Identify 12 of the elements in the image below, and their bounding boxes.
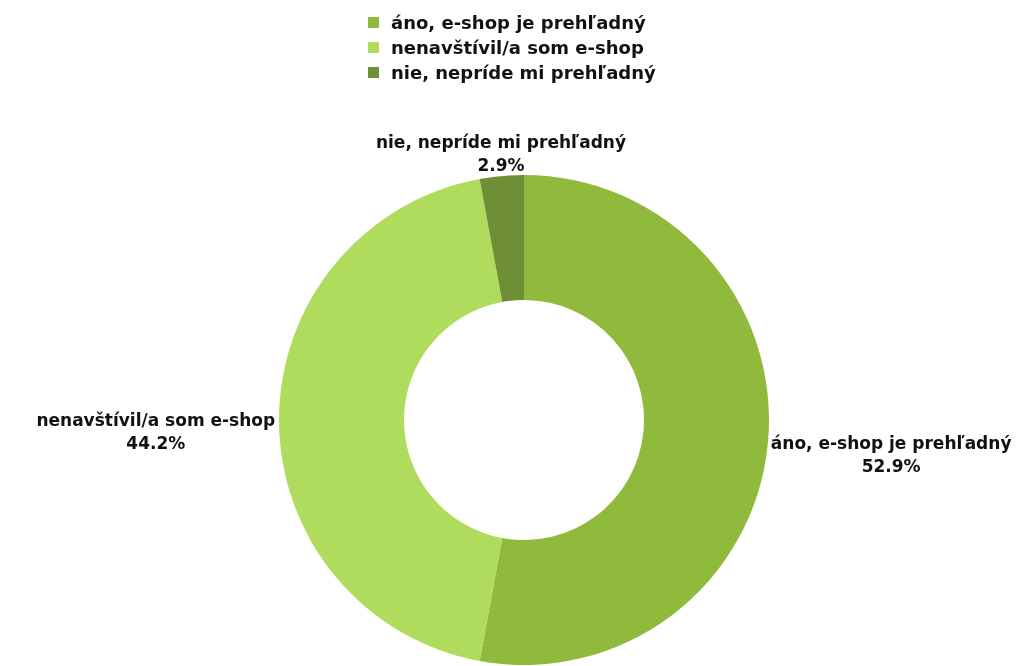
legend-label: nenavštívil/a som e-shop: [391, 37, 644, 58]
slice-label: áno, e-shop je prehľadný: [770, 433, 1012, 454]
data-label: 2.9%: [477, 154, 525, 175]
donut-slice: [279, 179, 503, 661]
donut-slice: [479, 175, 769, 665]
data-label: 44.2%: [126, 432, 186, 453]
slice-label: nenavštívil/a som e-shop: [36, 410, 276, 430]
slice-label: nie, nepríde mi prehľadný: [375, 132, 627, 153]
data-label: 52.9%: [861, 455, 921, 476]
donut-slice: [479, 175, 524, 302]
legend-label: áno, e-shop je prehľadný: [391, 12, 646, 33]
legend-label: nie, nepríde mi prehľadný: [391, 62, 656, 83]
